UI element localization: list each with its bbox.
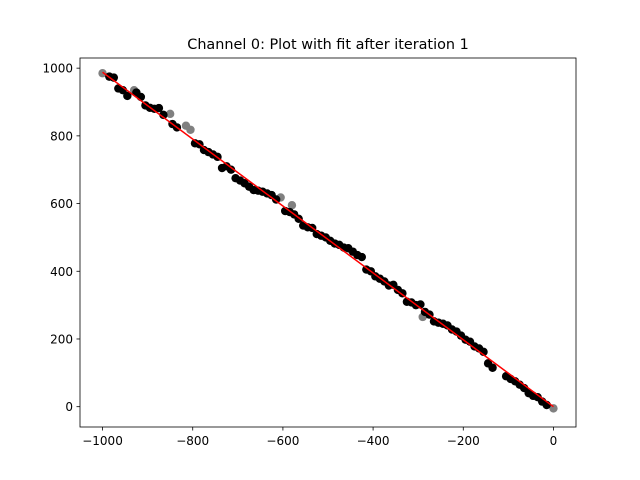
y-tick-label: 600 xyxy=(50,197,73,211)
outlier-point xyxy=(549,404,558,413)
y-tick-label: 200 xyxy=(50,332,73,346)
outlier-point xyxy=(287,201,297,210)
inlier-point xyxy=(159,110,168,120)
x-tick-label: −600 xyxy=(266,434,299,448)
y-tick-label: 400 xyxy=(50,265,73,279)
axes-frame xyxy=(79,57,577,428)
outlier-point xyxy=(186,125,195,134)
outlier-point xyxy=(98,69,107,78)
x-tick-label: −800 xyxy=(176,434,209,448)
y-tick-label: 1000 xyxy=(42,62,73,76)
x-tick-label: −200 xyxy=(447,434,480,448)
inlier-point xyxy=(226,165,236,174)
inlier-point xyxy=(154,103,164,113)
inlier-point xyxy=(488,363,497,372)
x-tick-label: −400 xyxy=(357,434,390,448)
x-tick-label: 0 xyxy=(550,434,558,448)
inlier-point xyxy=(357,252,367,262)
y-tick-label: 0 xyxy=(65,400,73,414)
outlier-point xyxy=(165,109,175,119)
chart-title: Channel 0: Plot with fit after iteration… xyxy=(187,37,468,53)
plot-area: −1000 −800 −600 −400 −200 0 0 200 400 600 800 1000 xyxy=(42,57,577,448)
inlier-point xyxy=(123,91,132,101)
x-tick-label: −1000 xyxy=(82,434,123,448)
fit-line xyxy=(102,71,554,408)
y-tick-label: 800 xyxy=(50,129,73,143)
inlier-point xyxy=(271,195,281,204)
